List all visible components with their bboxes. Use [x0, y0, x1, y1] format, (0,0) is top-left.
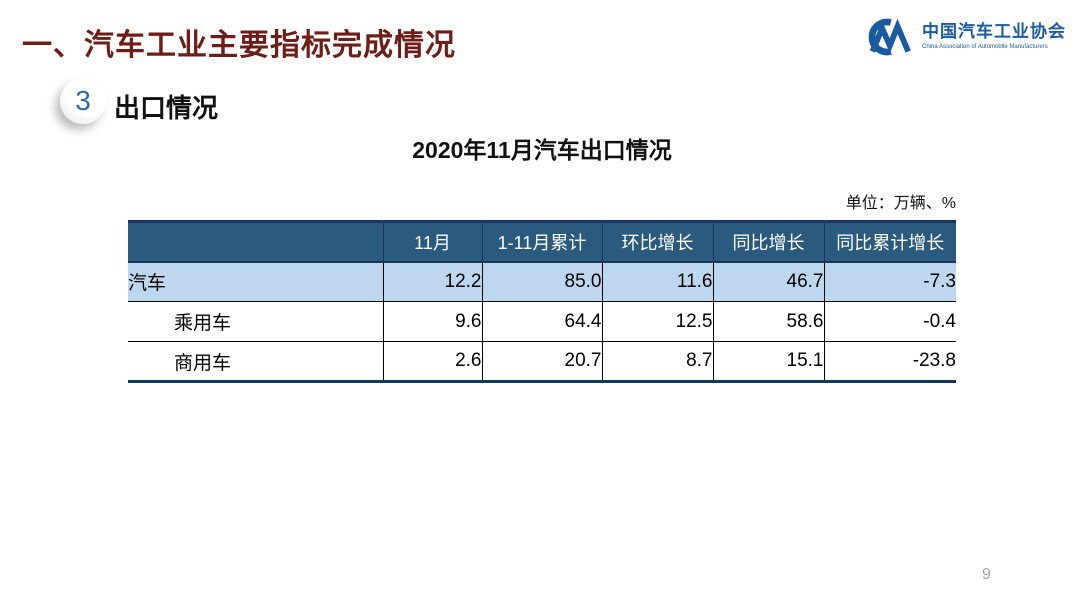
cell-value: 12.5: [601, 301, 713, 342]
header-cell-blank: [128, 220, 383, 263]
row-label: 商用车: [128, 341, 383, 383]
cell-value: 15.1: [712, 341, 824, 383]
caam-logo-name-cn: 中国汽车工业协会: [922, 22, 1066, 42]
table-title: 2020年11月汽车出口情况: [412, 137, 672, 163]
cell-value: 11.6: [601, 261, 713, 302]
cell-value: -7.3: [823, 261, 956, 302]
table-row-passenger: 乘用车 9.6 64.4 12.5 58.6 -0.4: [128, 301, 956, 342]
table-row-commercial: 商用车 2.6 20.7 8.7 15.1 -23.8: [128, 341, 956, 383]
cell-value: -0.4: [823, 301, 956, 342]
table-header-row: 11月 1-11月累计 环比增长 同比增长 同比累计增长: [128, 220, 956, 263]
row-label: 乘用车: [128, 301, 383, 342]
header-cell-cumyoy: 同比累计增长: [823, 220, 956, 263]
header-cell-cum: 1-11月累计: [481, 220, 602, 263]
caam-logo-text: 中国汽车工业协会 China Association of Automobile…: [922, 23, 1066, 50]
section-number: 3: [75, 85, 91, 116]
page-number: 9: [982, 566, 991, 583]
header-cell-mom: 环比增长: [601, 220, 713, 263]
cell-value: 2.6: [382, 341, 482, 383]
cell-value: 12.2: [382, 261, 482, 302]
export-data-table: 11月 1-11月累计 环比增长 同比增长 同比累计增长 汽车 12.2 85.…: [128, 220, 956, 383]
header-cell-yoy: 同比增长: [712, 220, 824, 263]
cell-value: -23.8: [823, 341, 956, 383]
cell-value: 9.6: [382, 301, 482, 342]
header-cell-month: 11月: [382, 220, 482, 263]
cell-value: 46.7: [712, 261, 824, 302]
cell-value: 64.4: [481, 301, 602, 342]
page-title: 一、汽车工业主要指标完成情况: [22, 29, 456, 62]
cell-value: 85.0: [481, 261, 602, 302]
section-title: 出口情况: [114, 93, 219, 123]
cell-value: 8.7: [601, 341, 713, 383]
caam-logo-name-en: China Association of Automobile Manufact…: [922, 44, 1048, 51]
cell-value: 20.7: [481, 341, 602, 383]
caam-logo: 中国汽车工业协会 China Association of Automobile…: [856, 16, 1066, 58]
unit-note: 单位：万辆、%: [845, 195, 956, 212]
row-label: 汽车: [128, 261, 383, 302]
section-number-badge: 3: [60, 78, 106, 124]
caam-logo-mark-icon: [868, 18, 911, 56]
cell-value: 58.6: [712, 301, 824, 342]
table-row-total: 汽车 12.2 85.0 11.6 46.7 -7.3: [128, 261, 956, 302]
